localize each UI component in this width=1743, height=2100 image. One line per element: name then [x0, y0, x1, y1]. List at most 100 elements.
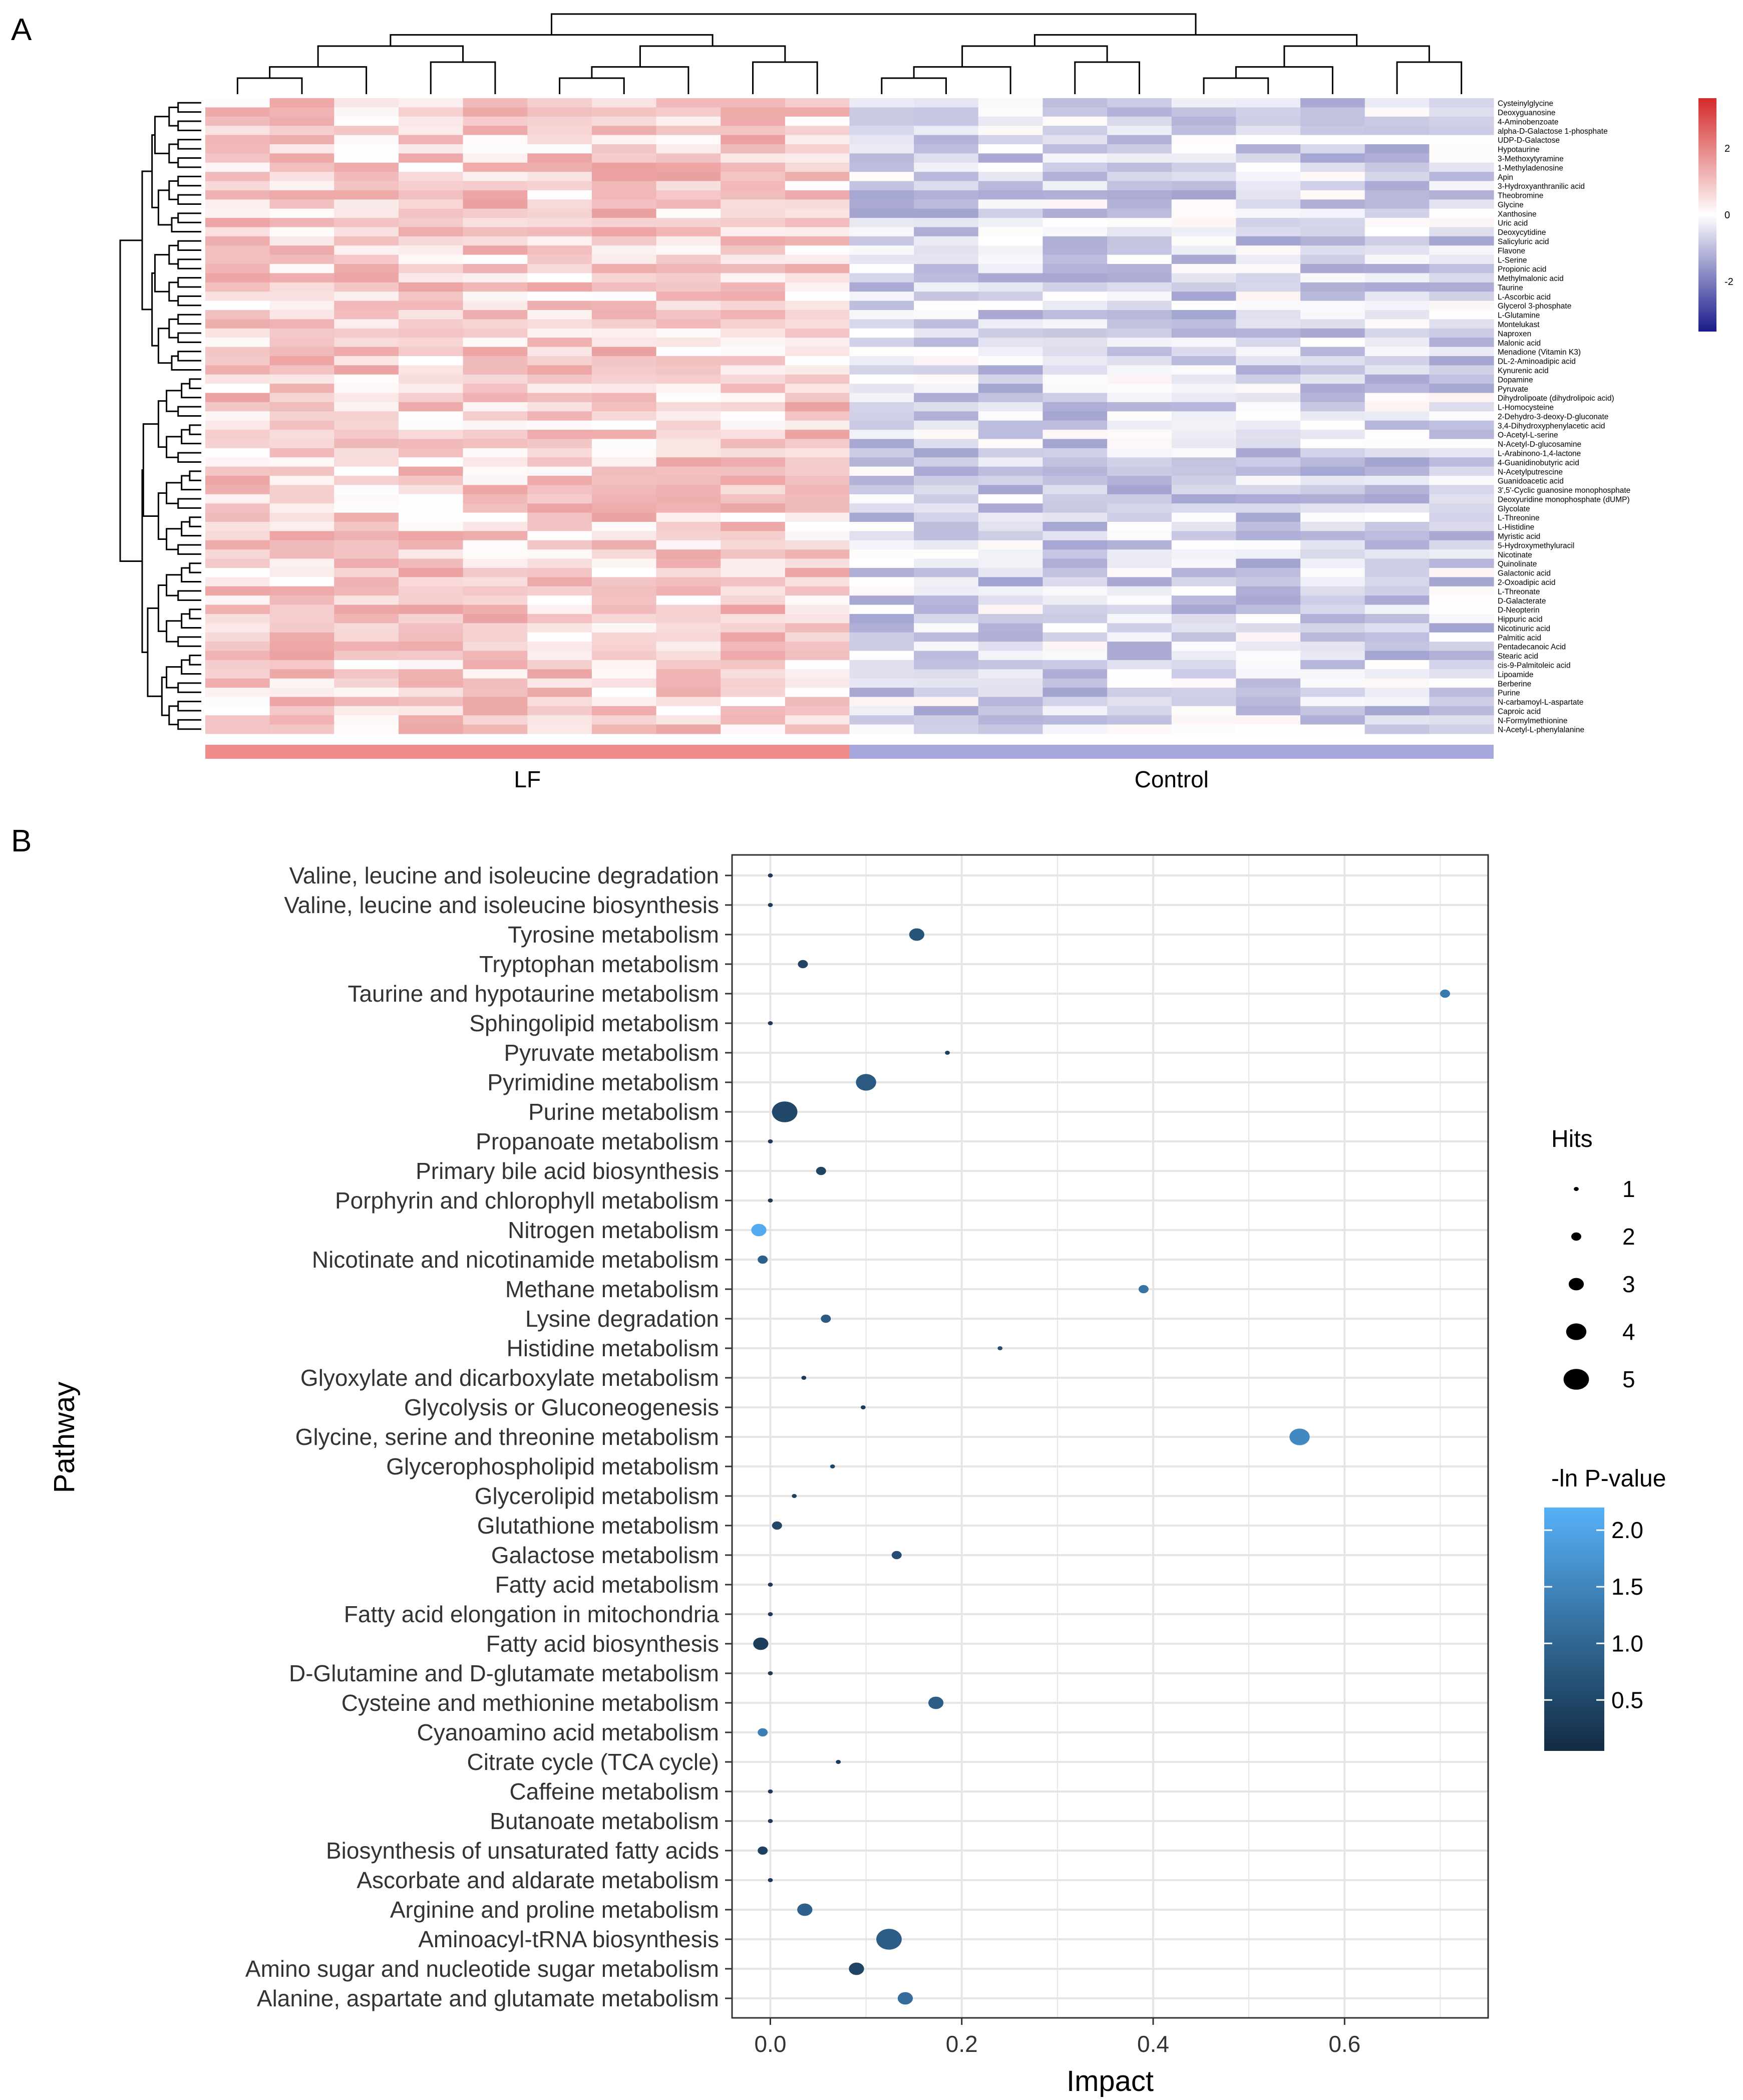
dendrogram-branch: [171, 355, 201, 371]
dendrogram-branch: [177, 175, 201, 187]
heatmap-cell: [334, 273, 399, 283]
heatmap-cell: [1300, 540, 1365, 550]
heatmap-cell: [849, 724, 914, 734]
heatmap-cell: [269, 494, 334, 504]
heatmap-cell: [527, 365, 592, 375]
heatmap-cell: [463, 365, 528, 375]
heatmap-cell: [205, 153, 270, 163]
heatmap-cell: [591, 328, 657, 338]
heatmap-cell: [785, 512, 850, 522]
heatmap-cell: [656, 162, 721, 172]
heatmap-cell: [1042, 540, 1108, 550]
pathway-label: Fatty acid elongation in mitochondria: [344, 1601, 720, 1627]
heatmap-cell: [1171, 328, 1236, 338]
heatmap-cell: [398, 485, 464, 495]
heatmap-cell: [205, 678, 270, 688]
heatmap-cell: [1107, 697, 1172, 707]
heatmap-row-label: 2-Dehydro-3-deoxy-D-gluconate: [1498, 413, 1608, 421]
heatmap-cell: [1107, 190, 1172, 200]
heatmap-cell: [463, 374, 528, 384]
size-legend-dot: [1563, 1369, 1589, 1390]
heatmap-cell: [656, 567, 721, 577]
heatmap-cell: [1364, 356, 1430, 366]
heatmap-cell: [978, 264, 1043, 274]
heatmap-cell: [914, 577, 979, 587]
heatmap-cell: [1300, 448, 1365, 458]
heatmap-cell: [849, 153, 914, 163]
heatmap-cell: [1171, 402, 1236, 412]
pathway-label: Histidine metabolism: [507, 1335, 719, 1361]
pathway-label: Taurine and hypotaurine metabolism: [347, 981, 719, 1007]
heatmap-cell: [1236, 567, 1301, 577]
heatmap-cell: [527, 632, 592, 642]
heatmap-cell: [1107, 264, 1172, 274]
dendrogram-branch: [177, 636, 201, 647]
heatmap-cell: [1171, 651, 1236, 661]
bubble: [945, 1051, 950, 1055]
heatmap-cell: [591, 264, 657, 274]
heatmap-cell: [1364, 365, 1430, 375]
heatmap-cell: [1042, 586, 1108, 596]
heatmap-row-label: L-Serine: [1498, 256, 1527, 264]
heatmap-cell: [1364, 697, 1430, 707]
heatmap-cell: [1171, 98, 1236, 108]
heatmap-cell: [1236, 245, 1301, 255]
row-dendrogram: [119, 102, 201, 730]
heatmap-cell: [721, 245, 786, 255]
heatmap-cell: [398, 430, 464, 440]
heatmap-cell: [1042, 227, 1108, 237]
bubble: [768, 1583, 773, 1587]
heatmap-cell: [849, 577, 914, 587]
heatmap-cell: [978, 632, 1043, 642]
heatmap-cell: [978, 319, 1043, 329]
heatmap-cell: [1364, 706, 1430, 716]
heatmap-cell: [1236, 522, 1301, 531]
bubble: [797, 1903, 813, 1916]
heatmap-cell: [785, 338, 850, 348]
heatmap-cell: [269, 153, 334, 163]
bubble: [928, 1696, 944, 1709]
heatmap-cell: [1429, 558, 1494, 568]
heatmap-cell: [978, 393, 1043, 403]
heatmap-cell: [785, 227, 850, 237]
color-legend-bar: [1544, 1508, 1604, 1751]
dendrogram-branch: [166, 390, 182, 412]
heatmap-cell: [978, 660, 1043, 670]
heatmap-cell: [269, 669, 334, 679]
heatmap-cell: [914, 199, 979, 209]
heatmap-cell: [914, 338, 979, 348]
heatmap-cell: [849, 651, 914, 661]
heatmap-cell: [398, 522, 464, 531]
heatmap-cell: [785, 236, 850, 246]
heatmap-cell: [205, 254, 270, 264]
heatmap-cell: [978, 512, 1043, 522]
heatmap-cell: [1236, 586, 1301, 596]
heatmap-cell: [591, 107, 657, 117]
heatmap-cell: [656, 448, 721, 458]
heatmap-cell: [978, 430, 1043, 440]
heatmap-cell: [398, 632, 464, 642]
heatmap-cell: [785, 577, 850, 587]
heatmap-cell: [785, 218, 850, 228]
heatmap-cell: [1042, 724, 1108, 734]
heatmap-cell: [785, 126, 850, 136]
heatmap-cell: [721, 715, 786, 725]
heatmap-cell: [1236, 291, 1301, 302]
heatmap-cell: [463, 660, 528, 670]
heatmap-cell: [849, 531, 914, 541]
heatmap-cell: [527, 338, 592, 348]
heatmap-cell: [1300, 420, 1365, 430]
heatmap-cell: [205, 411, 270, 421]
heatmap-cell: [591, 199, 657, 209]
heatmap-cell: [1300, 439, 1365, 449]
heatmap-cell: [656, 531, 721, 541]
heatmap-cell: [978, 310, 1043, 320]
heatmap-cell: [721, 402, 786, 412]
heatmap-cell: [849, 98, 914, 108]
dendrogram-branch: [177, 406, 201, 417]
heatmap-cell: [1364, 282, 1430, 292]
heatmap-cell: [656, 411, 721, 421]
heatmap-cell: [1107, 338, 1172, 348]
heatmap-cell: [1107, 402, 1172, 412]
heatmap-cell: [334, 485, 399, 495]
